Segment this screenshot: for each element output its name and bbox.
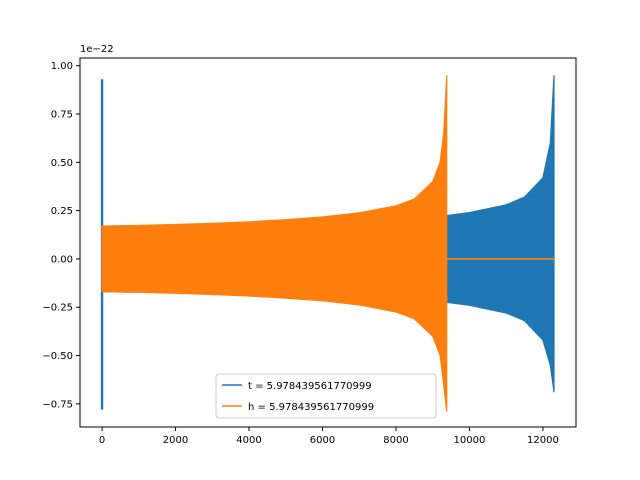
- legend-box: [215, 373, 437, 419]
- legend: t = 5.978439561770999 h = 5.978439561770…: [215, 373, 437, 419]
- x-tick-label: 2000: [163, 435, 188, 446]
- y-tick-label: −0.25: [42, 303, 73, 314]
- signal-envelope: [101, 75, 448, 412]
- x-tick-label: 8000: [383, 435, 408, 446]
- y-axis: −0.75 −0.50 −0.25 0.00 0.25 0.50 0.75 1.00: [42, 61, 80, 410]
- y-tick-label: 0.50: [51, 158, 73, 169]
- y-tick-label: 0.00: [51, 254, 73, 265]
- y-offset-label: 1e−22: [80, 44, 114, 55]
- x-tick-label: 12000: [527, 435, 559, 446]
- x-axis: 0 2000 4000 6000 8000 10000 12000: [99, 427, 559, 446]
- y-tick-label: 0.25: [51, 206, 73, 217]
- x-tick-label: 4000: [236, 435, 261, 446]
- y-tick-label: 1.00: [51, 61, 73, 72]
- x-tick-label: 10000: [454, 435, 486, 446]
- legend-label-h: h = 5.978439561770999: [248, 402, 374, 413]
- y-tick-label: −0.50: [42, 351, 73, 362]
- x-tick-label: 6000: [310, 435, 335, 446]
- y-tick-label: −0.75: [42, 399, 73, 410]
- legend-label-t: t = 5.978439561770999: [248, 381, 372, 392]
- plot-frame: [79, 57, 577, 428]
- x-tick-label: 0: [99, 435, 105, 446]
- y-tick-label: 0.75: [51, 110, 73, 121]
- series-layer: [100, 75, 555, 412]
- series-h: [101, 75, 554, 412]
